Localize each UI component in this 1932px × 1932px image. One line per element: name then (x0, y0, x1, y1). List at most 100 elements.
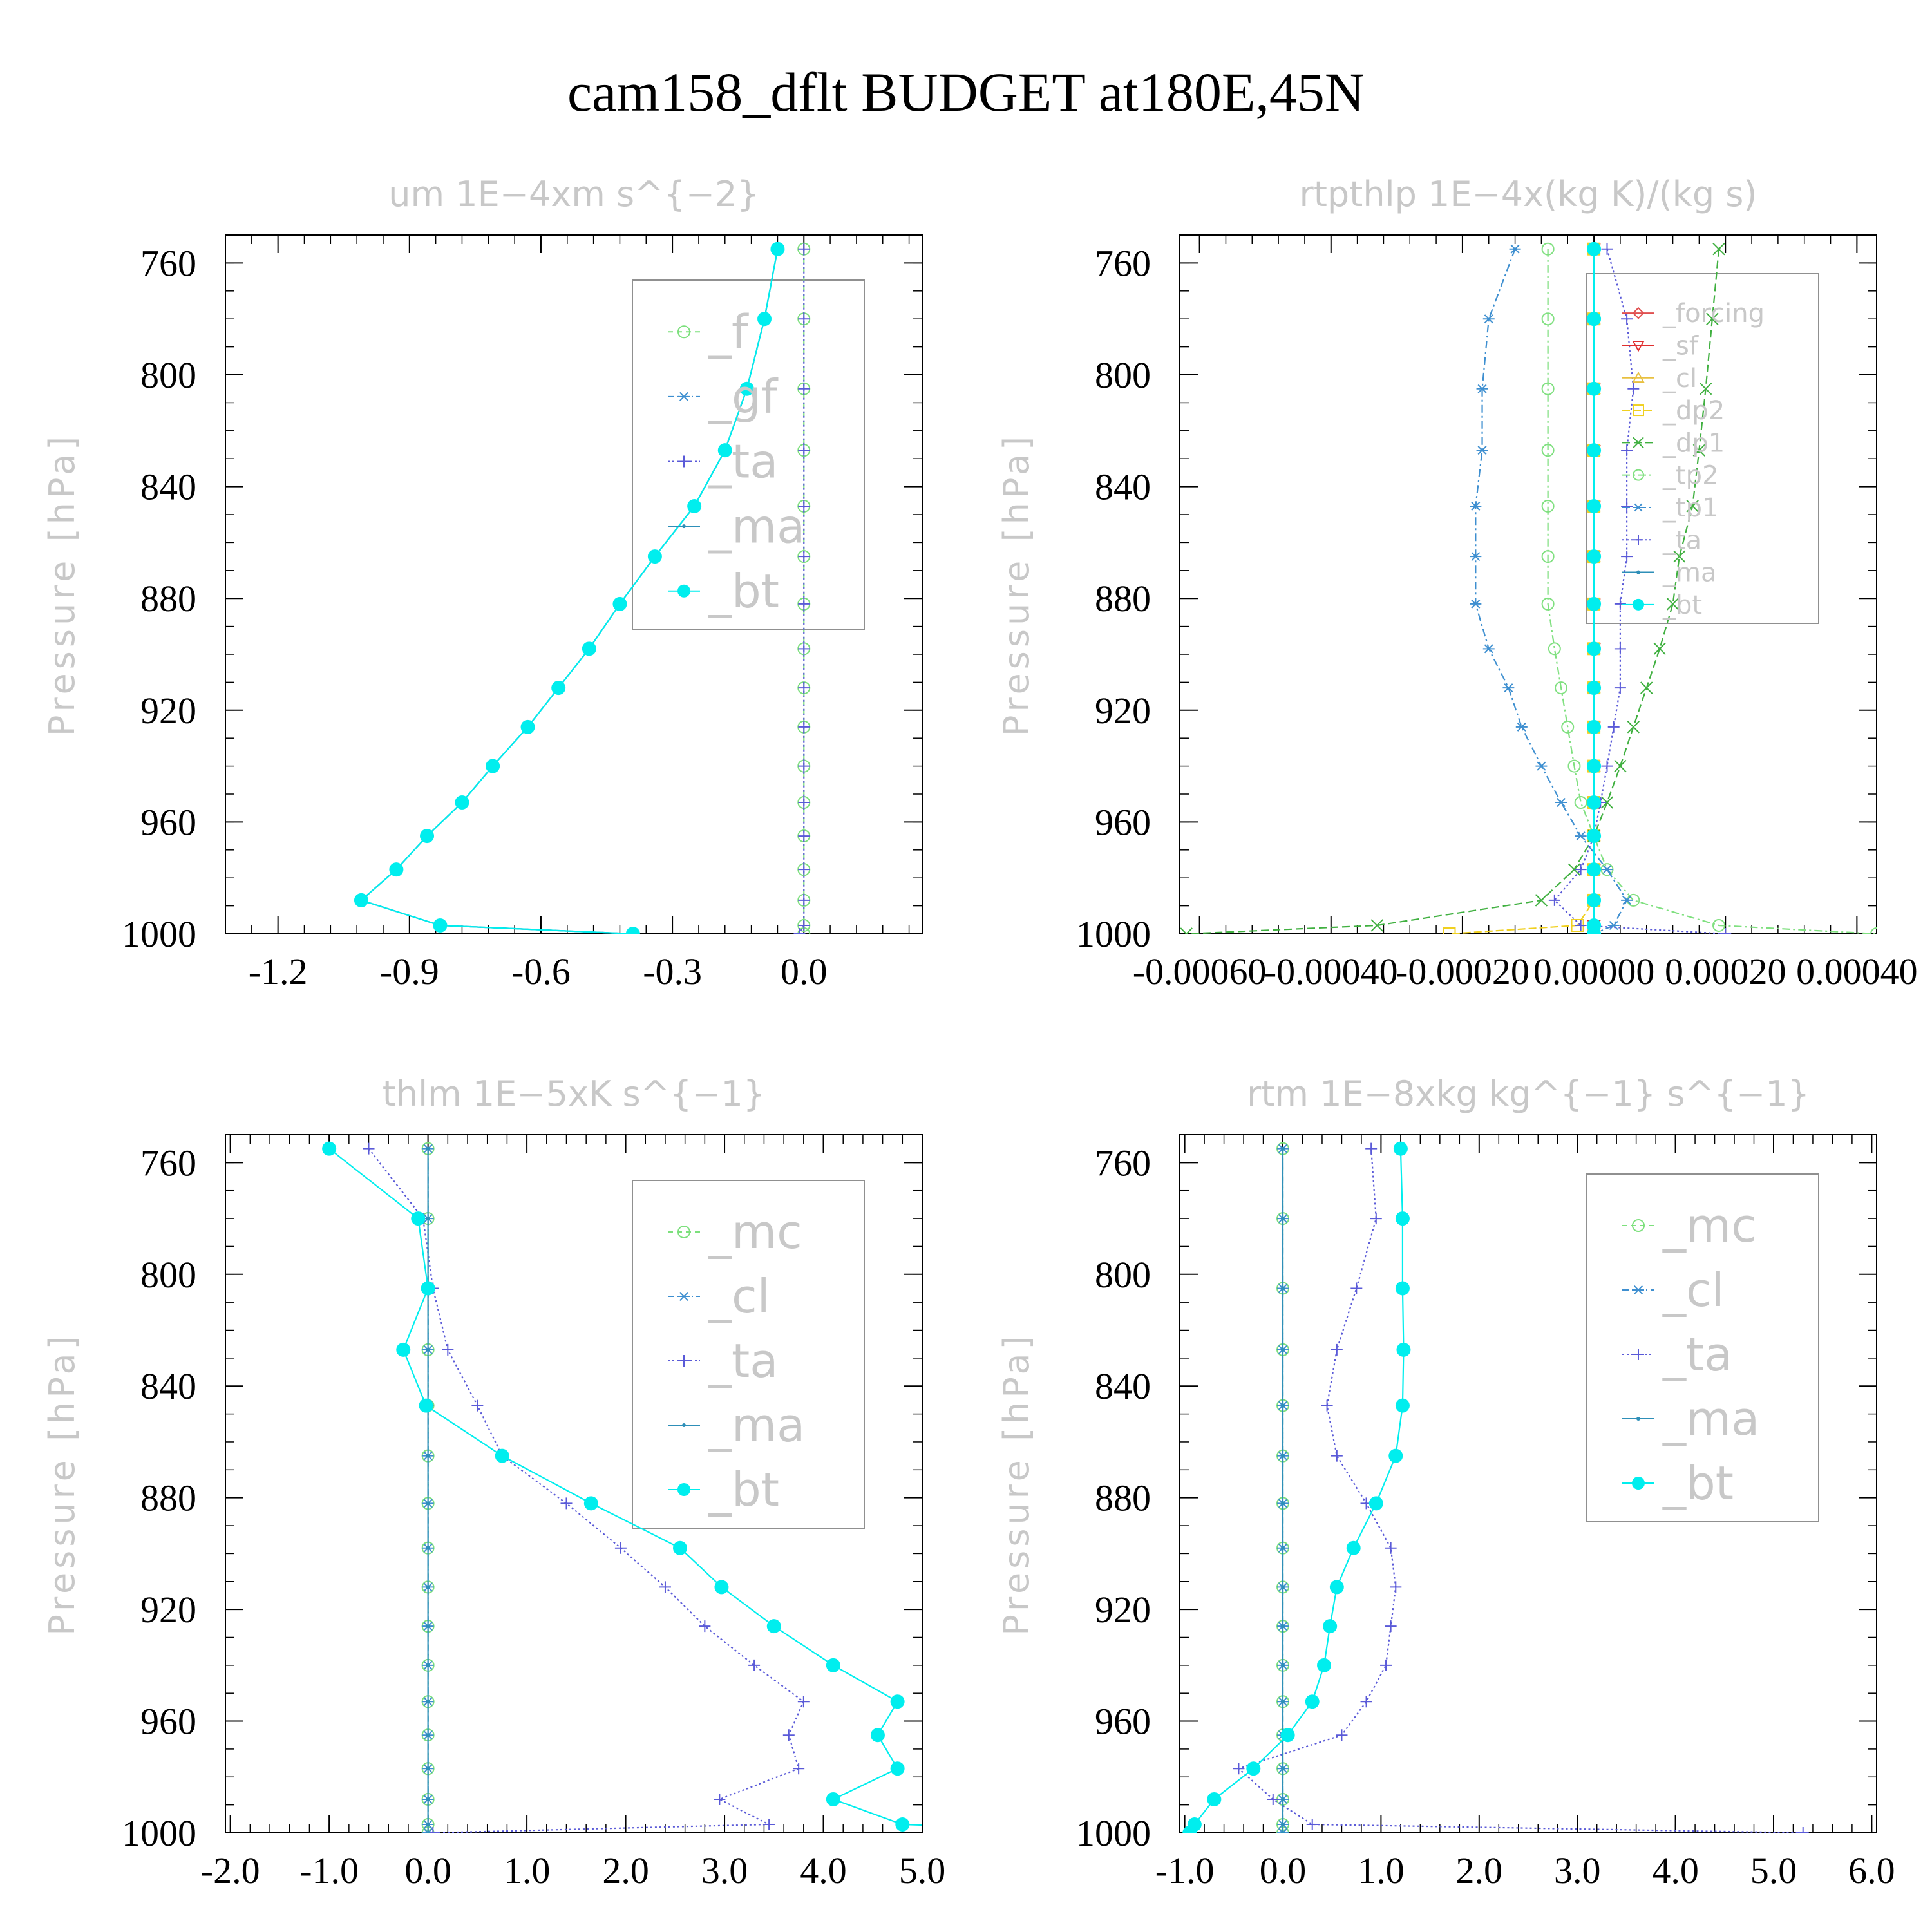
data-point (426, 1733, 430, 1738)
data-point (1281, 1822, 1285, 1826)
x-tick-label: -0.00060 (1133, 951, 1267, 992)
data-point (1706, 312, 1719, 325)
data-point (757, 312, 772, 327)
legend-label: _mc (708, 1205, 802, 1259)
data-point (1346, 1540, 1361, 1555)
data-point (798, 598, 810, 610)
data-point (714, 1580, 729, 1595)
data-point (1601, 760, 1613, 772)
data-point (1535, 894, 1548, 907)
data-point (442, 1343, 454, 1356)
series-line (1547, 249, 1877, 934)
x-tick-label: 1.0 (504, 1850, 551, 1891)
data-point (766, 1619, 781, 1634)
data-point (1306, 1818, 1318, 1830)
data-point (1614, 682, 1626, 694)
data-point (1329, 1580, 1344, 1595)
y-tick-label: 960 (140, 1701, 196, 1743)
data-point (797, 1696, 810, 1708)
y-axis-label: Pressure [hPa] (996, 433, 1037, 736)
data-point (1281, 1585, 1285, 1589)
legend-box (632, 279, 865, 630)
data-point (1395, 1281, 1410, 1296)
data-point (798, 830, 810, 842)
data-point (1267, 1793, 1279, 1805)
data-point (1535, 761, 1548, 771)
data-point (1587, 312, 1602, 327)
data-point (1587, 549, 1602, 564)
data-point (486, 759, 500, 773)
data-point (583, 1496, 598, 1511)
legend-marker (1633, 535, 1643, 545)
data-point (1575, 864, 1587, 876)
data-point (1370, 1213, 1382, 1225)
data-point (422, 1828, 434, 1833)
data-point (1712, 918, 1726, 932)
y-tick-label: 880 (140, 578, 196, 620)
legend-label: _bt (1662, 1456, 1734, 1510)
data-point (1587, 242, 1602, 256)
data-point (890, 1694, 905, 1709)
data-point (1666, 598, 1680, 611)
y-tick-label: 1000 (122, 1812, 196, 1854)
data-point (1587, 893, 1602, 907)
data-point (1548, 642, 1561, 656)
plot-frame (225, 1134, 923, 1833)
data-point (1587, 596, 1602, 611)
legend-marker (678, 392, 690, 401)
legend-marker (1636, 570, 1640, 574)
legend-marker (677, 325, 690, 339)
data-point (1482, 314, 1495, 324)
legend-entry: _gf (668, 370, 779, 424)
legend-label: _dp1 (1662, 428, 1725, 458)
data-point (1281, 1797, 1285, 1801)
plot-area (1180, 242, 1877, 934)
x-tick-label: 0.0 (404, 1850, 451, 1891)
legend-label: _sf (1662, 331, 1699, 361)
data-point (1281, 1766, 1285, 1771)
minor-ticks (1180, 1134, 1877, 1833)
legend-label: _mc (1662, 1198, 1757, 1253)
data-point (426, 1822, 430, 1826)
data-point (798, 864, 810, 876)
legend-label: _ma (1662, 558, 1716, 588)
data-point (1321, 1399, 1333, 1412)
data-point (1541, 382, 1555, 395)
data-point (1555, 681, 1568, 695)
legend-label: _cl (1662, 364, 1697, 393)
x-tick-label: -1.0 (1155, 1850, 1215, 1891)
legend-label: _gf (708, 370, 779, 424)
y-tick-label: 920 (140, 1589, 196, 1631)
legend-box (1586, 1173, 1819, 1522)
data-point (396, 1342, 411, 1357)
data-point (1388, 1448, 1403, 1463)
legend-entry: _bt (668, 564, 779, 618)
series-ta (793, 243, 810, 934)
x-tick-label: -2.0 (201, 1850, 260, 1891)
data-point (433, 918, 448, 933)
legend-label: _f (708, 305, 749, 359)
data-point (748, 1659, 761, 1671)
data-point (1396, 1342, 1411, 1357)
data-point (1502, 683, 1515, 693)
data-point (798, 682, 810, 694)
data-point (1390, 1581, 1402, 1593)
series-bt (1182, 1141, 1411, 1833)
data-point (1281, 1700, 1285, 1704)
data-point (770, 242, 785, 256)
data-point (1470, 599, 1482, 609)
data-point (426, 1624, 430, 1629)
data-point (1385, 1620, 1397, 1633)
data-point (798, 919, 810, 931)
legend-label: _tp2 (1662, 461, 1719, 491)
data-point (1587, 381, 1602, 396)
x-tick-label: -0.6 (511, 951, 571, 992)
data-point (1640, 681, 1653, 694)
x-tick-label: 6.0 (1848, 1850, 1895, 1891)
legend-label: _ma (1662, 1392, 1759, 1446)
x-tick-label: -0.00020 (1396, 951, 1530, 992)
data-point (1541, 312, 1555, 326)
data-point (1281, 1403, 1285, 1408)
data-point (793, 928, 806, 934)
legend-label: _forcing (1662, 299, 1765, 328)
